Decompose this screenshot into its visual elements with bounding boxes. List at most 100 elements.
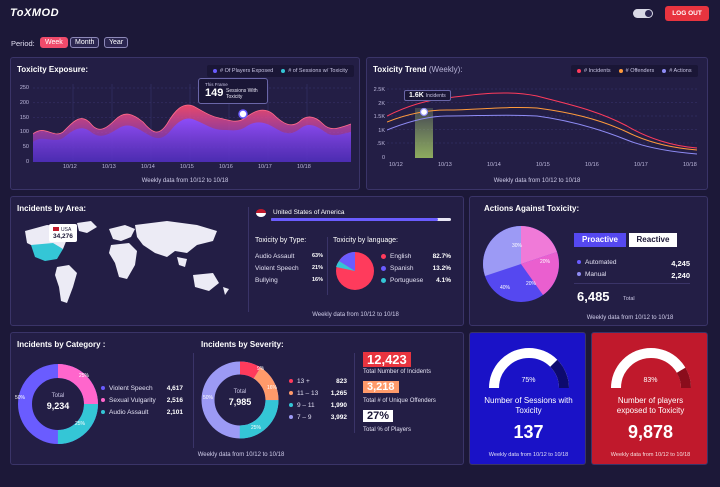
divider-type-lang xyxy=(327,237,328,295)
legend-offenders: # Offenders xyxy=(618,68,654,74)
proactive-tab[interactable]: Proactive xyxy=(574,233,626,247)
category-item-label: Violent Speech xyxy=(101,385,153,392)
trend-line-incidents xyxy=(387,92,697,149)
exposure-y-tick: 100 xyxy=(19,129,29,136)
actions-title: Actions Against Toxicity: xyxy=(484,204,580,213)
exposure-legend: # Of Players Exposed # of Sessions w/ To… xyxy=(207,65,354,77)
severity-stat-label: Total # of Unique Offenders xyxy=(363,398,436,404)
category-severity-panel: Incidents by Category : Total 9,234 Inci… xyxy=(10,332,464,465)
actions-row-label: Manual xyxy=(577,271,606,278)
area-footer: Weekly data from 10/12 to 10/18 xyxy=(312,312,399,318)
trend-tooltip-value: 1.6K xyxy=(409,92,424,99)
trend-tooltip: 1.6K Incidents xyxy=(404,90,451,101)
period-year-button[interactable]: Year xyxy=(104,37,129,48)
divider-cat-sev xyxy=(193,353,194,448)
severity-item-value: 3,992 xyxy=(330,414,347,421)
type-row-value: 21% xyxy=(311,265,323,271)
map-tooltip-country: USA xyxy=(53,226,73,233)
severity-item-value: 1,990 xyxy=(330,402,347,409)
period-week-button[interactable]: Week xyxy=(40,37,68,48)
language-pie[interactable] xyxy=(335,251,375,291)
actions-footer: Weekly data from 10/12 to 10/18 xyxy=(586,315,674,321)
trend-title: Toxicity Trend (Weekly): xyxy=(373,65,463,74)
map-tooltip-value: 34,276 xyxy=(53,233,73,240)
category-ring-label: 25% xyxy=(75,421,86,427)
exposure-area-sessions xyxy=(33,118,351,162)
actions-row-value: 4,245 xyxy=(671,259,690,268)
actions-pie-label: 30% xyxy=(512,243,523,249)
severity-footer: Weekly data from 10/12 to 10/18 xyxy=(197,452,285,458)
type-row-label: Bullying xyxy=(255,277,278,284)
map-usa-region xyxy=(31,243,63,261)
exposure-footer: Weekly data from 10/12 to 10/18 xyxy=(141,178,229,184)
period-label: Period: xyxy=(11,39,35,48)
trend-x-tick: 10/12 xyxy=(389,162,403,168)
severity-item-label: 11 – 13 xyxy=(289,390,318,397)
tooltip-value: 149 xyxy=(205,87,224,99)
players-value: 9,878 xyxy=(627,422,674,442)
trend-x-tick: 10/16 xyxy=(585,162,599,168)
divider-sev-stats xyxy=(354,353,355,433)
exposure-x-tick: 10/18 xyxy=(297,164,311,170)
trend-chart[interactable] xyxy=(387,86,697,158)
severity-stat-value: 3,218 xyxy=(363,381,399,393)
exposure-y-tick: 200 xyxy=(19,99,29,106)
lang-row-label: Spanish xyxy=(381,265,414,272)
type-row-value: 63% xyxy=(311,253,323,259)
exposure-y-tick: 50 xyxy=(22,144,29,151)
category-donut[interactable] xyxy=(15,361,101,447)
exposure-panel: Toxicity Exposure: # Of Players Exposed … xyxy=(10,57,360,190)
sessions-footer: Weekly data from 10/12 to 10/18 xyxy=(488,452,569,458)
trend-y-tick: 0 xyxy=(381,154,385,161)
severity-donut[interactable] xyxy=(199,359,281,441)
severity-item-label: 7 – 9 xyxy=(289,414,311,421)
logout-button[interactable]: LOG OUT xyxy=(665,6,709,21)
trend-y-tick: 1K xyxy=(378,127,385,134)
sessions-label: Number of Sessions with Toxicity xyxy=(484,396,573,415)
country-bar-fill xyxy=(271,218,439,221)
severity-item-value: 1,265 xyxy=(330,390,347,397)
category-item-value: 2,516 xyxy=(166,397,183,404)
category-item-value: 4,617 xyxy=(166,385,183,392)
divider-vertical xyxy=(248,207,249,312)
exposure-y-tick: 0 xyxy=(25,159,29,165)
players-footer: Weekly data from 10/12 to 10/18 xyxy=(610,452,691,458)
trend-x-tick: 10/13 xyxy=(438,162,452,168)
us-flag-icon xyxy=(53,227,59,231)
area-title: Incidents by Area: xyxy=(17,204,87,213)
category-total-value: 9,234 xyxy=(46,401,70,411)
actions-total-value: 6,485 xyxy=(577,289,610,304)
severity-total-label: Total xyxy=(233,389,247,395)
actions-pie-label: 40% xyxy=(500,285,511,291)
type-row-value: 16% xyxy=(311,277,323,283)
type-title: Toxicity by Type: xyxy=(255,237,307,244)
type-row-label: Violent Speech xyxy=(255,265,299,272)
exposure-x-tick: 10/17 xyxy=(258,164,272,170)
exposure-x-tick: 10/12 xyxy=(63,164,77,170)
logo: ToXMOD xyxy=(10,7,60,19)
category-total-label: Total xyxy=(51,393,65,399)
actions-pie[interactable] xyxy=(482,225,560,303)
severity-ring-label: 9% xyxy=(257,366,265,372)
trend-x-tick: 10/18 xyxy=(683,162,697,168)
exposure-y-tick: 250 xyxy=(19,85,29,91)
exposure-chart[interactable] xyxy=(33,84,351,162)
category-item-label: Audio Assault xyxy=(101,409,148,416)
theme-toggle[interactable] xyxy=(633,9,653,18)
sessions-gauge xyxy=(489,348,569,389)
trend-footer: Weekly data from 10/12 to 10/18 xyxy=(493,178,581,184)
sessions-card: 75% Number of Sessions with Toxicity 137… xyxy=(469,332,586,465)
severity-stat-label: Total Number of Incidents xyxy=(363,369,432,375)
lang-row-label: Portuguese xyxy=(381,277,423,284)
legend-players-exposed: # Of Players Exposed xyxy=(213,68,273,74)
tooltip-label: This Frame xyxy=(205,82,228,87)
category-ring-label: 50% xyxy=(15,395,26,401)
actions-row-value: 2,240 xyxy=(671,271,690,280)
category-ring-label: 25% xyxy=(79,373,90,379)
exposure-x-tick: 10/13 xyxy=(102,164,116,170)
reactive-tab[interactable]: Reactive xyxy=(629,233,677,247)
period-month-button[interactable]: Month xyxy=(70,37,100,48)
legend-actions: # Actions xyxy=(662,68,692,74)
category-item-value: 2,101 xyxy=(166,409,183,416)
legend-incidents: # Incidents xyxy=(577,68,611,74)
